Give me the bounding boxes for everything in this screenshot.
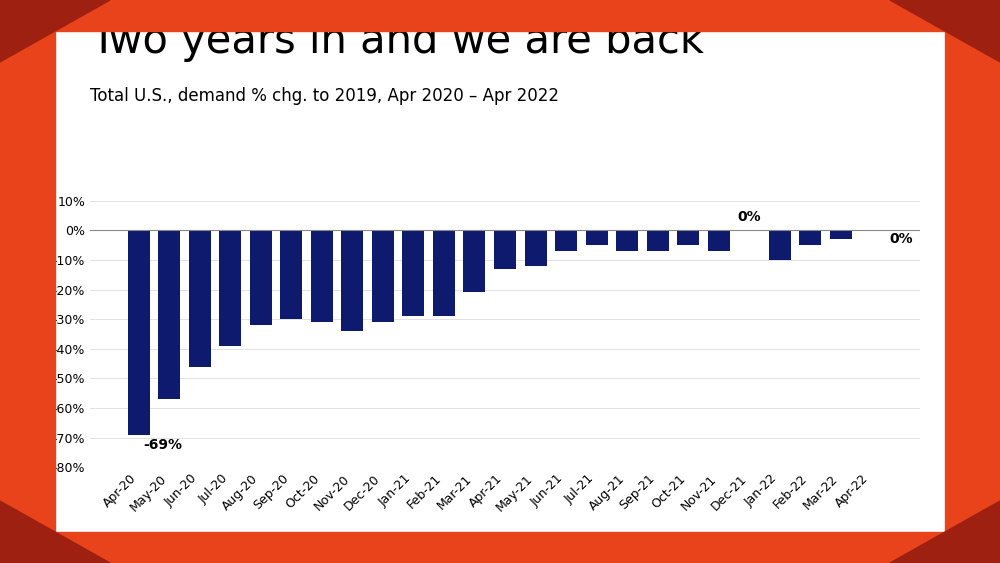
Bar [708,230,730,251]
Bar [433,230,455,316]
Bar [555,230,577,251]
Bar [219,230,241,346]
Bar [799,230,821,245]
Bar [769,230,791,260]
Bar [494,230,516,269]
Bar [372,230,394,322]
Bar [647,230,669,251]
Text: 0%: 0% [737,211,761,224]
Bar [463,230,485,292]
Bar [311,230,333,322]
Bar [830,230,852,239]
Bar [158,230,180,399]
Bar [341,230,363,331]
Text: 0%: 0% [889,232,913,246]
Bar [677,230,699,245]
Text: -69%: -69% [143,438,182,452]
Bar [616,230,638,251]
Bar [189,230,211,367]
Bar [250,230,272,325]
Bar [525,230,547,266]
Bar [586,230,608,245]
Bar [128,230,150,435]
Text: 13: 13 [957,532,975,546]
Text: Two years in and we are back: Two years in and we are back [90,20,704,62]
Bar [402,230,424,316]
Text: Total U.S., demand % chg. to 2019, Apr 2020 – Apr 2022: Total U.S., demand % chg. to 2019, Apr 2… [90,87,559,105]
Bar [280,230,302,319]
